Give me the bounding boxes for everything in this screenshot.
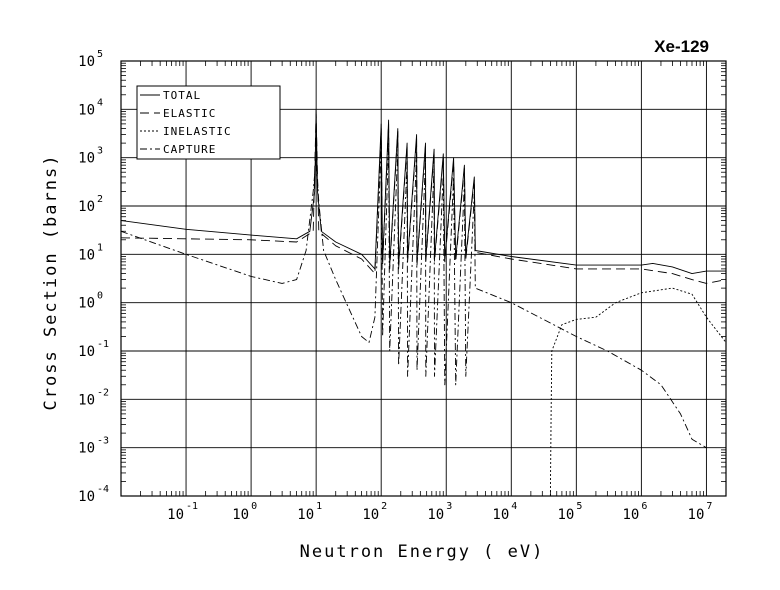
y-tick-label: 10 xyxy=(78,102,95,118)
y-tick-exponent: 0 xyxy=(97,291,103,302)
legend-label-inelastic: INELASTIC xyxy=(163,125,232,138)
grid xyxy=(121,60,727,497)
y-tick-exponent: 5 xyxy=(97,49,103,60)
x-tick-label: 10 xyxy=(623,507,640,523)
x-tick-label: 10 xyxy=(232,507,249,523)
x-tick-exponent: 5 xyxy=(576,501,582,512)
x-tick-label: 10 xyxy=(557,507,574,523)
legend: TOTAL ELASTIC INELASTIC CAPTURE xyxy=(136,85,281,160)
x-tick-label: 10 xyxy=(167,507,184,523)
y-tick-exponent: 3 xyxy=(97,146,103,157)
y-axis-label: Cross Section (barns) xyxy=(41,154,61,411)
x-tick-exponent: -1 xyxy=(186,501,198,512)
y-tick-label: 10 xyxy=(78,441,95,457)
x-tick-exponent: 7 xyxy=(706,501,712,512)
x-tick-label: 10 xyxy=(427,507,444,523)
x-tick-exponent: 0 xyxy=(251,501,257,512)
series-capture-line xyxy=(120,142,707,449)
y-tick-label: 10 xyxy=(78,247,95,263)
y-tick-exponent: -2 xyxy=(97,387,109,398)
plot-frame xyxy=(120,60,727,497)
y-tick-label: 10 xyxy=(78,296,95,312)
y-tick-label: 10 xyxy=(78,392,95,408)
legend-label-elastic: ELASTIC xyxy=(163,107,216,120)
x-tick-exponent: 2 xyxy=(381,501,387,512)
x-tick-exponent: 1 xyxy=(316,501,322,512)
legend-label-total: TOTAL xyxy=(163,89,201,102)
x-tick-label: 10 xyxy=(297,507,314,523)
x-tick-label: 10 xyxy=(688,507,705,523)
x-axis-label: Neutron Energy ( eV) xyxy=(300,542,545,562)
x-tick-label: 10 xyxy=(492,507,509,523)
x-tick-exponent: 3 xyxy=(446,501,452,512)
legend-box xyxy=(136,85,281,160)
y-tick-label: 10 xyxy=(78,151,95,167)
x-tick-exponent: 6 xyxy=(641,501,647,512)
y-tick-exponent: -3 xyxy=(97,436,109,447)
series-inelastic-line xyxy=(549,287,727,497)
y-tick-exponent: 4 xyxy=(97,97,103,108)
y-tick-exponent: -4 xyxy=(97,484,109,495)
x-tick-exponent: 4 xyxy=(511,501,517,512)
chart-title: Xe-129 xyxy=(654,37,709,56)
y-tick-label: 10 xyxy=(78,344,95,360)
x-tick-label: 10 xyxy=(362,507,379,523)
series-elastic-line xyxy=(120,113,727,284)
y-tick-exponent: 2 xyxy=(97,194,103,205)
series-layer xyxy=(120,108,727,497)
y-tick-label: 10 xyxy=(78,54,95,70)
legend-label-capture: CAPTURE xyxy=(163,143,216,156)
y-tick-label: 10 xyxy=(78,199,95,215)
y-tick-label: 10 xyxy=(78,489,95,505)
y-tick-exponent: -1 xyxy=(97,339,109,350)
y-tick-exponent: 1 xyxy=(97,242,103,253)
